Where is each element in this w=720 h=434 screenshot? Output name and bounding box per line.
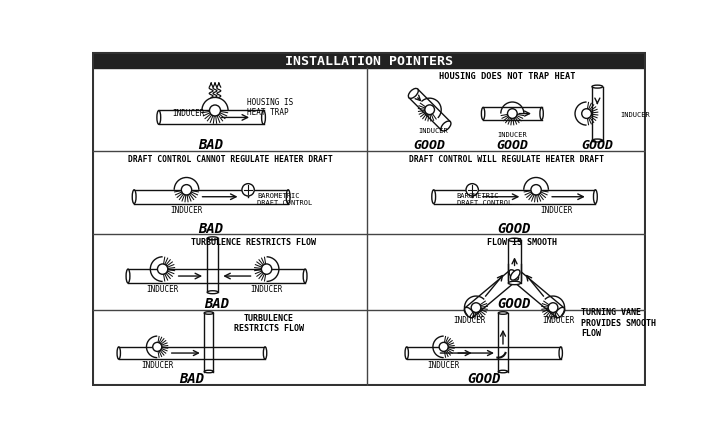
Ellipse shape bbox=[540, 108, 544, 121]
Polygon shape bbox=[207, 239, 218, 293]
Ellipse shape bbox=[508, 282, 521, 285]
Ellipse shape bbox=[508, 239, 521, 242]
Polygon shape bbox=[433, 191, 595, 204]
Circle shape bbox=[582, 109, 591, 119]
Ellipse shape bbox=[303, 270, 307, 283]
Text: TURBULENCE
RESTRICTS FLOW: TURBULENCE RESTRICTS FLOW bbox=[234, 313, 304, 332]
Text: INSTALLATION POINTERS: INSTALLATION POINTERS bbox=[285, 55, 453, 68]
Circle shape bbox=[466, 184, 478, 197]
Text: BAD: BAD bbox=[199, 138, 224, 152]
Ellipse shape bbox=[408, 89, 418, 99]
Polygon shape bbox=[511, 271, 564, 318]
Circle shape bbox=[158, 264, 168, 275]
Ellipse shape bbox=[510, 270, 520, 280]
Ellipse shape bbox=[559, 347, 562, 359]
Ellipse shape bbox=[432, 191, 436, 204]
Circle shape bbox=[548, 303, 558, 313]
Text: INDUCER: INDUCER bbox=[428, 360, 460, 369]
Ellipse shape bbox=[555, 308, 564, 318]
Polygon shape bbox=[134, 191, 288, 204]
Bar bbox=[94, 54, 644, 69]
Polygon shape bbox=[128, 270, 305, 283]
Ellipse shape bbox=[498, 370, 508, 373]
Ellipse shape bbox=[498, 312, 508, 315]
Text: GOOD: GOOD bbox=[467, 371, 500, 385]
Ellipse shape bbox=[592, 140, 603, 143]
Ellipse shape bbox=[204, 312, 213, 315]
Ellipse shape bbox=[117, 347, 120, 359]
Text: INDUCER: INDUCER bbox=[542, 315, 575, 324]
Ellipse shape bbox=[441, 122, 451, 132]
Polygon shape bbox=[592, 87, 603, 141]
Polygon shape bbox=[119, 347, 265, 359]
Ellipse shape bbox=[126, 270, 130, 283]
Ellipse shape bbox=[593, 191, 598, 204]
Polygon shape bbox=[508, 240, 521, 283]
Circle shape bbox=[153, 342, 162, 352]
Polygon shape bbox=[465, 271, 518, 318]
Circle shape bbox=[261, 264, 271, 275]
Text: GOOD: GOOD bbox=[496, 138, 528, 151]
Ellipse shape bbox=[264, 347, 266, 359]
Circle shape bbox=[181, 185, 192, 196]
Text: INDUCER: INDUCER bbox=[418, 128, 449, 133]
Text: BAROMETRIC
DRAFT CONTROL: BAROMETRIC DRAFT CONTROL bbox=[456, 193, 512, 206]
Polygon shape bbox=[409, 90, 450, 131]
Text: GOOD: GOOD bbox=[498, 296, 531, 310]
Ellipse shape bbox=[207, 237, 218, 240]
Circle shape bbox=[471, 303, 481, 313]
Circle shape bbox=[242, 184, 254, 197]
Polygon shape bbox=[204, 313, 213, 372]
Ellipse shape bbox=[132, 191, 136, 204]
Text: INDUCER: INDUCER bbox=[498, 132, 527, 137]
Text: BAD: BAD bbox=[204, 296, 229, 310]
Text: GOOD: GOOD bbox=[498, 221, 531, 235]
Text: DRAFT CONTROL CANNOT REGULATE HEATER DRAFT: DRAFT CONTROL CANNOT REGULATE HEATER DRA… bbox=[128, 155, 333, 163]
Circle shape bbox=[439, 342, 449, 352]
Text: INDUCER: INDUCER bbox=[251, 284, 283, 293]
Polygon shape bbox=[498, 313, 508, 372]
Text: TURNING VANE
PROVIDES SMOOTH
FLOW: TURNING VANE PROVIDES SMOOTH FLOW bbox=[581, 308, 656, 337]
Text: BAROMETRIC
DRAFT CONTROL: BAROMETRIC DRAFT CONTROL bbox=[257, 193, 312, 206]
Text: HOUSING DOES NOT TRAP HEAT: HOUSING DOES NOT TRAP HEAT bbox=[438, 72, 575, 81]
Ellipse shape bbox=[204, 370, 213, 373]
Text: INDUCER: INDUCER bbox=[146, 284, 179, 293]
Text: FLOW IS SMOOTH: FLOW IS SMOOTH bbox=[487, 237, 557, 247]
Ellipse shape bbox=[157, 111, 161, 125]
Text: BAD: BAD bbox=[199, 221, 224, 235]
Ellipse shape bbox=[287, 191, 290, 204]
Circle shape bbox=[425, 105, 434, 115]
Ellipse shape bbox=[261, 111, 266, 125]
Text: INDUCER: INDUCER bbox=[173, 108, 205, 117]
Text: GOOD: GOOD bbox=[581, 138, 613, 151]
Polygon shape bbox=[483, 108, 541, 121]
Text: INDUCER: INDUCER bbox=[171, 205, 203, 214]
Text: INDUCER: INDUCER bbox=[621, 111, 650, 117]
Text: BAD: BAD bbox=[179, 371, 204, 385]
Polygon shape bbox=[159, 111, 264, 125]
Text: INDUCER: INDUCER bbox=[141, 360, 174, 369]
Text: GOOD: GOOD bbox=[414, 138, 446, 151]
Ellipse shape bbox=[482, 108, 485, 121]
Text: DRAFT CONTROL WILL REGULATE HEATER DRAFT: DRAFT CONTROL WILL REGULATE HEATER DRAFT bbox=[410, 155, 604, 163]
Circle shape bbox=[531, 185, 541, 196]
Polygon shape bbox=[407, 347, 561, 359]
Text: HOUSING IS
HEAT TRAP: HOUSING IS HEAT TRAP bbox=[248, 98, 294, 117]
Text: INDUCER: INDUCER bbox=[540, 205, 572, 214]
Circle shape bbox=[210, 106, 220, 117]
Ellipse shape bbox=[207, 291, 218, 294]
Ellipse shape bbox=[592, 86, 603, 89]
Ellipse shape bbox=[464, 308, 474, 318]
Ellipse shape bbox=[405, 347, 408, 359]
Text: TURBULENCE RESTRICTS FLOW: TURBULENCE RESTRICTS FLOW bbox=[191, 237, 316, 247]
Circle shape bbox=[508, 109, 517, 119]
Ellipse shape bbox=[509, 270, 518, 280]
Text: INDUCER: INDUCER bbox=[453, 315, 485, 324]
